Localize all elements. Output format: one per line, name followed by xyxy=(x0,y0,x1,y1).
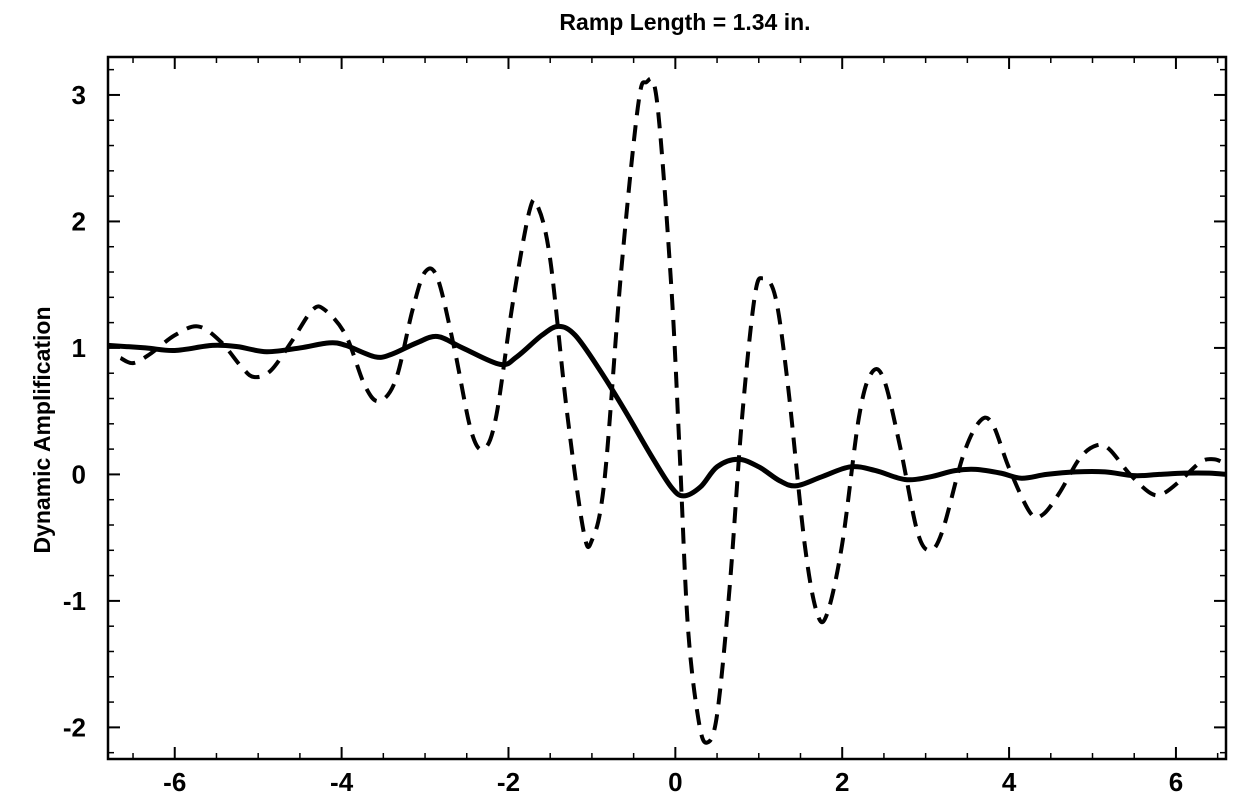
y-tick-label: -2 xyxy=(63,712,86,742)
chart-title: Ramp Length = 1.34 in. xyxy=(559,9,810,35)
y-tick-label: -1 xyxy=(63,586,86,616)
series-line-solid xyxy=(107,323,1227,499)
y-tick-label: 0 xyxy=(72,459,86,489)
x-tick-label: 0 xyxy=(668,767,682,797)
series-line-dashed xyxy=(119,76,1223,745)
x-tick-label: -6 xyxy=(163,767,186,797)
x-tick-label: -2 xyxy=(497,767,520,797)
y-tick-label: 3 xyxy=(72,80,86,110)
y-tick-label: 2 xyxy=(72,206,86,236)
axis-ticks: -6 -4 -2 0 2 4 6 -2 -1 0 1 2 3 xyxy=(63,57,1226,797)
y-axis-label: Dynamic Amplification xyxy=(29,306,55,553)
y-tick-label: 1 xyxy=(72,333,86,363)
series-layer xyxy=(107,76,1227,745)
x-tick-label: 6 xyxy=(1169,767,1183,797)
x-tick-label: 4 xyxy=(1002,767,1017,797)
x-tick-label: -4 xyxy=(330,767,354,797)
x-tick-label: 2 xyxy=(835,767,849,797)
plot-frame xyxy=(106,55,1228,761)
